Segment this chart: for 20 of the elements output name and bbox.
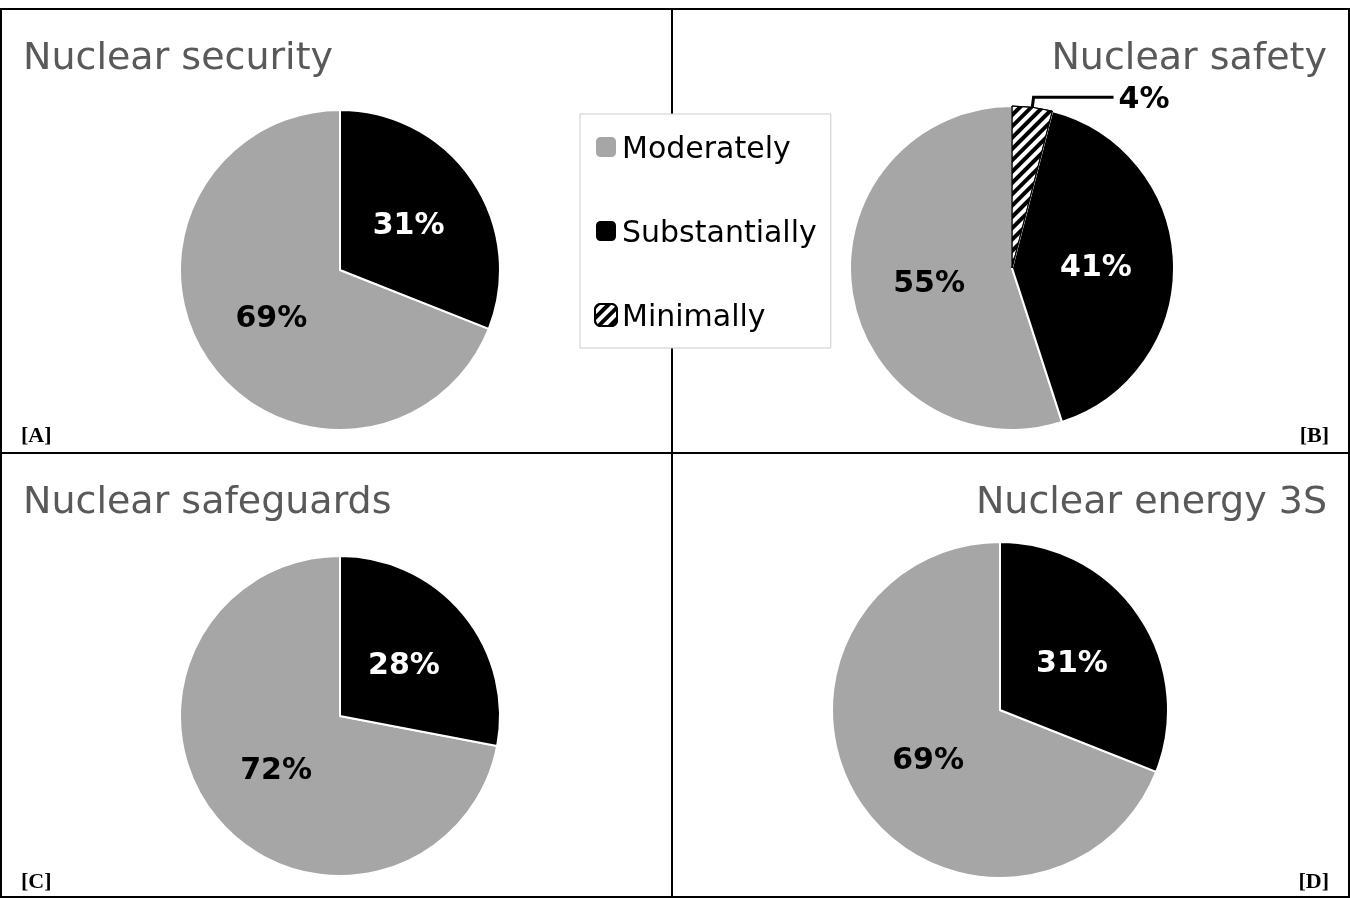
data-label: 69% (892, 741, 964, 777)
data-label: 41% (1060, 247, 1132, 283)
text: [D] (1298, 867, 1330, 893)
text: [C] (21, 867, 52, 893)
legend-label: Moderately (622, 129, 791, 165)
legend-label: Minimally (622, 297, 766, 333)
data-label: 55% (893, 263, 965, 299)
chart-title: Nuclear energy 3S (975, 478, 1328, 522)
chart-title: Nuclear safeguards (23, 478, 392, 522)
data-label: 28% (368, 645, 440, 681)
text: [B] (1299, 421, 1329, 447)
data-label: 31% (1036, 643, 1108, 679)
chart-title: Nuclear safety (1051, 34, 1328, 78)
data-label: 31% (372, 205, 445, 241)
chart-title: Nuclear security (23, 34, 334, 78)
text: [A] (21, 421, 52, 447)
legend-label: Substantially (622, 213, 817, 249)
data-label: 69% (235, 299, 308, 335)
data-label: 72% (240, 751, 312, 787)
data-label: 4% (1118, 79, 1170, 115)
